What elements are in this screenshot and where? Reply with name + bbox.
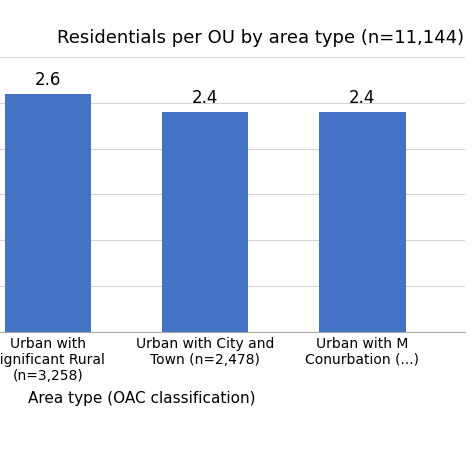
Text: 2.6: 2.6 <box>35 71 61 89</box>
Bar <box>319 112 406 332</box>
Bar <box>162 112 248 332</box>
Text: 2.4: 2.4 <box>349 89 375 107</box>
X-axis label: Area type (OAC classification): Area type (OAC classification) <box>28 392 256 406</box>
Text: 2.4: 2.4 <box>192 89 219 107</box>
Text: Residentials per OU by area type (n=11,144): Residentials per OU by area type (n=11,1… <box>57 29 465 47</box>
Bar <box>5 93 91 332</box>
